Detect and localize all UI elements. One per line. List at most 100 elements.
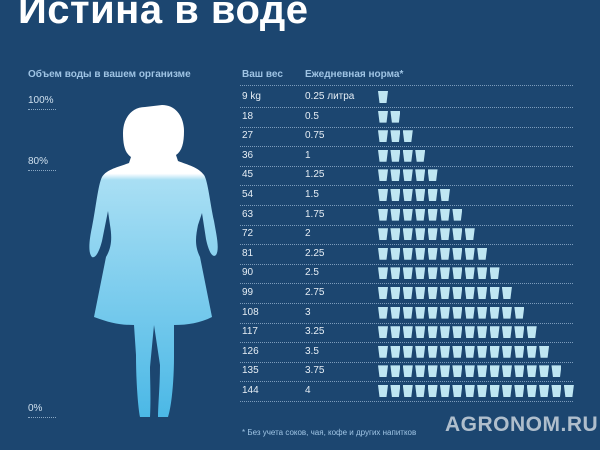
watermark: AGRONOM.RU xyxy=(445,413,599,436)
glass-icon xyxy=(390,267,401,280)
glass-icon xyxy=(390,306,401,319)
glass-icon xyxy=(415,287,426,299)
body-water-header: Объем воды в вашем организме xyxy=(28,69,191,80)
glass-icon xyxy=(402,326,413,339)
glass-icon xyxy=(378,365,388,378)
weight-value: 108 xyxy=(242,306,259,318)
glass-icon xyxy=(390,345,401,358)
glass-icon xyxy=(452,267,463,280)
weight-value: 54 xyxy=(242,189,254,200)
glass-icon xyxy=(402,149,413,162)
glasses xyxy=(378,189,450,201)
glass-icon xyxy=(402,169,413,182)
glass-icon xyxy=(501,385,512,397)
glass-icon xyxy=(489,345,500,358)
glass-icon xyxy=(464,306,475,319)
table-row: 18 0.5 xyxy=(240,108,573,128)
table-row: 144 4 xyxy=(240,382,574,402)
glass-icon xyxy=(501,306,512,319)
glass-icon xyxy=(427,247,438,260)
weight-value: 81 xyxy=(242,247,254,259)
glass-icon xyxy=(439,208,450,221)
weight-value: 99 xyxy=(242,287,254,298)
norm-value: 3.75 xyxy=(305,365,325,377)
weight-value: 117 xyxy=(242,326,258,338)
glasses xyxy=(378,169,438,182)
glass-icon xyxy=(415,385,426,397)
glass-icon xyxy=(452,228,463,241)
glass-icon xyxy=(427,287,438,299)
norm-value: 3.25 xyxy=(305,326,325,338)
glass-icon xyxy=(415,247,426,260)
glass-icon xyxy=(378,306,388,319)
table-row: 36 1 xyxy=(240,147,573,167)
glass-icon xyxy=(526,365,537,378)
glass-icon xyxy=(464,287,475,299)
table-row: 135 3.75 xyxy=(240,362,573,383)
glass-icon xyxy=(439,326,450,339)
glasses xyxy=(378,130,413,143)
glasses xyxy=(378,228,475,241)
glass-icon xyxy=(464,385,475,397)
glasses xyxy=(378,385,574,397)
glass-icon xyxy=(415,267,426,280)
glass-icon xyxy=(439,385,450,397)
glass-icon xyxy=(477,326,488,339)
norm-value: 1.75 xyxy=(305,208,325,220)
glass-icon xyxy=(452,326,463,339)
glasses xyxy=(378,110,401,123)
glass-icon xyxy=(452,345,463,358)
glass-icon xyxy=(526,326,537,339)
table-row: 90 2.5 xyxy=(240,264,573,285)
glass-icon xyxy=(477,267,488,280)
glass-icon xyxy=(378,169,388,182)
glass-icon xyxy=(415,208,426,221)
glass-icon xyxy=(390,110,401,123)
percent-80: 80% xyxy=(28,156,56,171)
glass-icon xyxy=(402,189,413,201)
glass-icon xyxy=(477,287,488,299)
norm-value: 3.5 xyxy=(305,345,319,357)
weight-value: 72 xyxy=(242,228,254,240)
glass-icon xyxy=(563,385,574,397)
glass-icon xyxy=(551,365,562,378)
glass-icon xyxy=(402,247,413,260)
glass-icon xyxy=(514,345,525,358)
percent-100: 100% xyxy=(28,95,56,110)
glass-icon xyxy=(452,306,463,319)
table-row: 81 2.25 xyxy=(240,245,573,265)
glass-icon xyxy=(402,228,413,241)
glass-icon xyxy=(378,287,388,299)
glass-icon xyxy=(378,326,388,339)
glass-icon xyxy=(427,267,438,280)
glass-icon xyxy=(378,130,388,143)
norm-value: 1 xyxy=(305,149,311,161)
glass-icon xyxy=(489,365,500,378)
glass-icon xyxy=(539,385,550,397)
norm-value: 2.25 xyxy=(305,247,325,259)
glass-icon xyxy=(477,385,488,397)
table-row: 108 3 xyxy=(240,304,573,324)
glass-icon xyxy=(390,208,401,221)
glass-icon xyxy=(390,130,401,143)
glass-icon xyxy=(378,189,388,201)
glass-icon xyxy=(427,169,438,182)
glass-icon xyxy=(514,306,525,319)
norm-value: 4 xyxy=(305,385,311,396)
norm-value: 0.75 xyxy=(305,130,325,142)
table-row: 54 1.5 xyxy=(240,186,573,206)
glass-icon xyxy=(526,385,537,397)
glass-icon xyxy=(415,306,426,319)
glass-icon xyxy=(464,267,475,280)
norm-value: 3 xyxy=(305,306,311,318)
glass-icon xyxy=(477,345,488,358)
glass-icon xyxy=(402,208,413,221)
glass-icon xyxy=(464,228,475,241)
glass-icon xyxy=(489,267,500,280)
glass-icon xyxy=(402,365,413,378)
glass-icon xyxy=(539,365,550,378)
table-row: 117 3.25 xyxy=(240,323,573,344)
glass-icon xyxy=(427,228,438,241)
glass-icon xyxy=(402,287,413,299)
glass-icon xyxy=(402,385,413,397)
